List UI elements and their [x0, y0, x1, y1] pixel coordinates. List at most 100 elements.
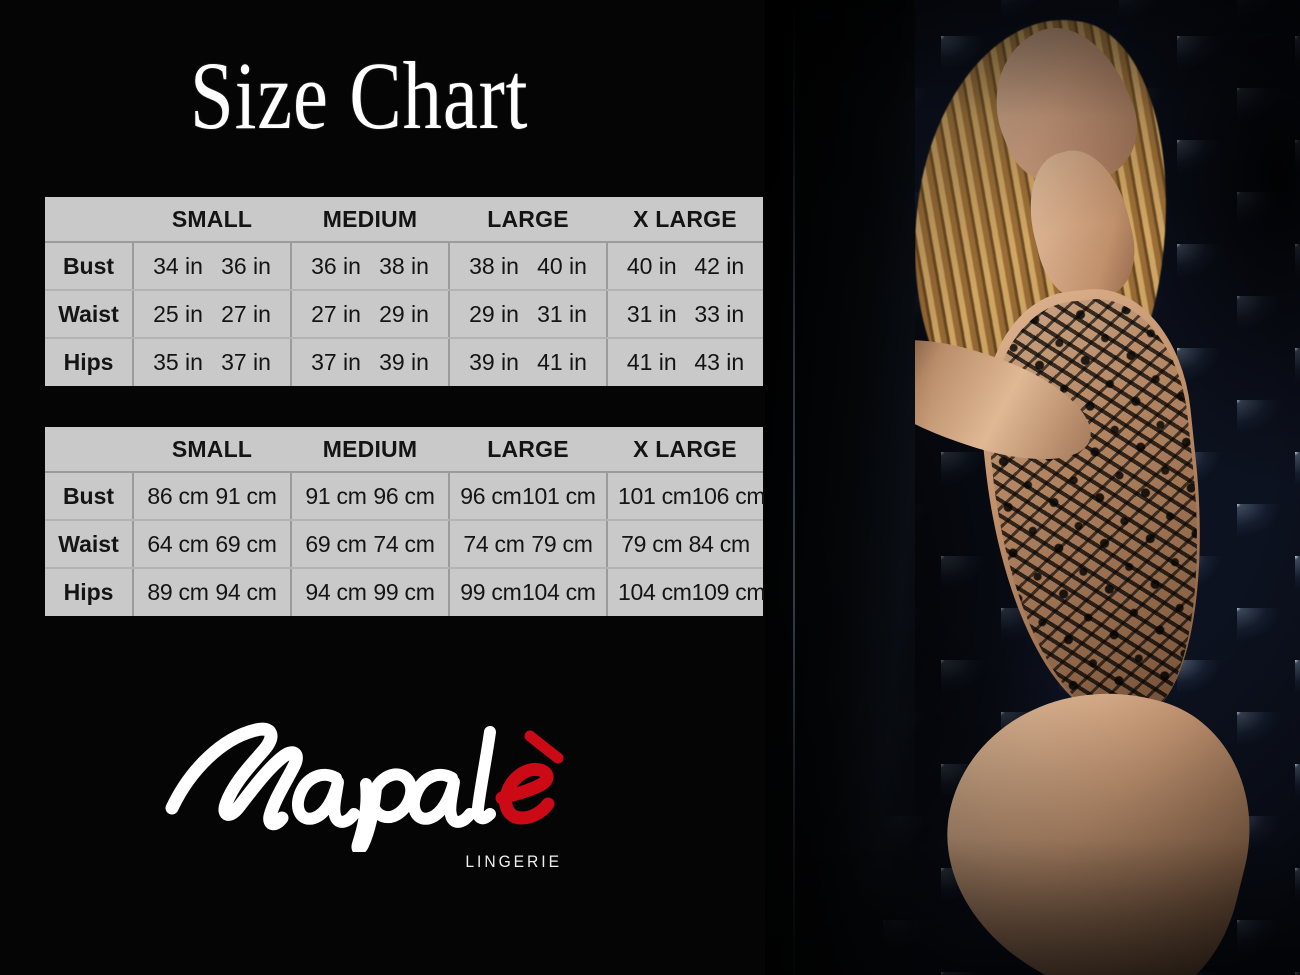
row-label-waist: Waist: [45, 520, 134, 569]
value-min: 34 in: [153, 252, 203, 279]
cell-bust-large: 96 cm 101 cm: [449, 472, 608, 521]
table-body-cm: Bust 86 cm 91 cm 91 cm 96 cm 96 cm 101 cm 1…: [45, 472, 766, 616]
cell-hips-medium: 94 cm 99 cm: [291, 568, 450, 616]
header-small: SMALL: [133, 427, 291, 473]
value-max: 91 cm: [215, 482, 277, 509]
row-label-bust: Bust: [45, 242, 134, 291]
product-photo: [765, 0, 1300, 975]
cell-waist-medium: 27 in 29 in: [291, 290, 450, 339]
cell-bust-small: 86 cm 91 cm: [133, 472, 292, 521]
row-label-waist: Waist: [45, 290, 134, 339]
table-row: Hips 89 cm 94 cm 94 cm 99 cm 99 cm 104 cm 1…: [45, 568, 766, 616]
cell-bust-medium: 36 in 38 in: [291, 242, 450, 291]
table-row: Bust 86 cm 91 cm 91 cm 96 cm 96 cm 101 cm 1…: [45, 472, 766, 521]
header-row: SMALL MEDIUM LARGE X LARGE: [45, 427, 763, 473]
value-min: 74 cm: [463, 530, 525, 557]
value-max: 39 in: [379, 349, 429, 375]
value-max: 43 in: [694, 349, 745, 375]
size-table-centimeters: SMALL MEDIUM LARGE X LARGE Bust 86 cm 91 …: [45, 427, 766, 616]
brand-wordmark-icon: [165, 722, 564, 852]
value-min: 79 cm: [621, 530, 683, 557]
header-corner: [45, 197, 133, 243]
header-row: SMALL MEDIUM LARGE X LARGE: [45, 197, 763, 243]
value-min: 27 in: [311, 300, 361, 327]
dark-drape: [765, 0, 915, 975]
value-min: 38 in: [469, 252, 519, 279]
value-min: 37 in: [311, 349, 361, 375]
value-min: 25 in: [153, 300, 203, 327]
table-header-cm: SMALL MEDIUM LARGE X LARGE: [45, 427, 763, 473]
header-small: SMALL: [133, 197, 291, 243]
table-body-inches: Bust 34 in 36 in 36 in 38 in 38 in 40 in 40…: [45, 242, 763, 386]
value-min: 31 in: [626, 300, 677, 327]
header-large: LARGE: [449, 427, 607, 473]
value-min: 29 in: [469, 300, 519, 327]
value-max: 96 cm: [373, 482, 435, 509]
value-max: 109 cm: [691, 579, 766, 605]
row-label-hips: Hips: [45, 568, 134, 616]
value-min: 36 in: [311, 252, 361, 279]
value-max: 94 cm: [215, 579, 277, 605]
header-corner: [45, 427, 133, 473]
cell-waist-small: 25 in 27 in: [133, 290, 292, 339]
brand-tagline: LINGERIE: [465, 852, 562, 871]
header-large: LARGE: [449, 197, 607, 243]
chart-panel: Size Chart SMALL MEDIUM LARGE X LARGE Bu…: [45, 42, 766, 892]
table-header-inches: SMALL MEDIUM LARGE X LARGE: [45, 197, 763, 243]
value-max: 106 cm: [691, 482, 766, 509]
table-row: Bust 34 in 36 in 36 in 38 in 38 in 40 in 40…: [45, 242, 763, 291]
header-xlarge: X LARGE: [607, 197, 763, 243]
value-max: 74 cm: [373, 530, 435, 557]
value-min: 91 cm: [305, 482, 367, 509]
cell-waist-small: 64 cm 69 cm: [133, 520, 292, 569]
value-max: 29 in: [379, 300, 429, 327]
row-label-bust: Bust: [45, 472, 134, 521]
cell-hips-small: 35 in 37 in: [133, 338, 292, 386]
cell-bust-xlarge: 101 cm 106 cm: [607, 472, 766, 521]
value-max: 84 cm: [688, 530, 750, 557]
table-row: Waist 64 cm 69 cm 69 cm 74 cm 74 cm 79 cm 7…: [45, 520, 763, 569]
page-title: Size Chart: [190, 42, 529, 149]
cell-bust-medium: 91 cm 96 cm: [291, 472, 450, 521]
value-max: 27 in: [221, 300, 271, 327]
value-min: 96 cm: [460, 482, 522, 509]
cell-waist-large: 74 cm 79 cm: [449, 520, 608, 569]
cell-waist-xlarge: 79 cm 84 cm: [607, 520, 763, 569]
value-min: 94 cm: [305, 579, 367, 605]
model-thigh: [915, 658, 1279, 975]
cell-bust-large: 38 in 40 in: [449, 242, 608, 291]
value-min: 69 cm: [305, 530, 367, 557]
table-row: Waist 25 in 27 in 27 in 29 in 29 in 31 in 3…: [45, 290, 763, 339]
value-min: 41 in: [626, 349, 677, 375]
cell-hips-medium: 37 in 39 in: [291, 338, 450, 386]
cell-bust-small: 34 in 36 in: [133, 242, 292, 291]
value-min: 99 cm: [460, 579, 522, 605]
brand-logo: LINGERIE: [160, 712, 580, 892]
cell-bust-xlarge: 40 in 42 in: [607, 242, 763, 291]
cell-hips-xlarge: 41 in 43 in: [607, 338, 763, 386]
table-row: Hips 35 in 37 in 37 in 39 in 39 in 41 in 41…: [45, 338, 763, 386]
cell-waist-medium: 69 cm 74 cm: [291, 520, 450, 569]
value-min: 89 cm: [147, 579, 209, 605]
value-min: 101 cm: [618, 482, 692, 509]
value-max: 104 cm: [522, 579, 596, 605]
cell-hips-small: 89 cm 94 cm: [133, 568, 292, 616]
value-max: 38 in: [379, 252, 429, 279]
cell-hips-large: 99 cm 104 cm: [449, 568, 608, 616]
value-min: 86 cm: [147, 482, 209, 509]
value-max: 41 in: [537, 349, 587, 375]
value-max: 33 in: [694, 300, 745, 327]
value-min: 39 in: [469, 349, 519, 375]
cell-waist-xlarge: 31 in 33 in: [607, 290, 763, 339]
value-min: 35 in: [153, 349, 203, 375]
header-medium: MEDIUM: [291, 427, 449, 473]
row-label-hips: Hips: [45, 338, 134, 386]
value-min: 64 cm: [147, 530, 209, 557]
size-table-inches: SMALL MEDIUM LARGE X LARGE Bust 34 in 36 …: [45, 197, 763, 386]
value-max: 36 in: [221, 252, 271, 279]
drape-seam: [793, 0, 795, 975]
value-max: 99 cm: [373, 579, 435, 605]
value-min: 104 cm: [618, 579, 692, 605]
header-medium: MEDIUM: [291, 197, 449, 243]
